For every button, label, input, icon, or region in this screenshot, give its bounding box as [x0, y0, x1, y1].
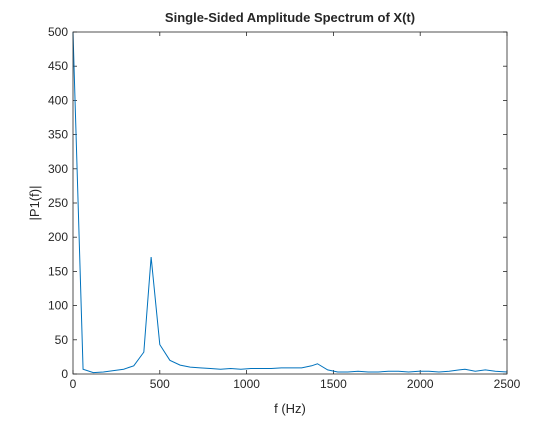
chart-title: Single-Sided Amplitude Spectrum of X(t) — [165, 10, 415, 25]
y-tick-label: 450 — [48, 59, 68, 73]
y-tick-label: 400 — [48, 93, 68, 107]
x-tick-label: 2500 — [494, 377, 521, 391]
y-tick-label: 100 — [48, 299, 68, 313]
y-tick-label: 300 — [48, 162, 68, 176]
y-tick-label: 0 — [61, 367, 68, 381]
y-axis-label: |P1(f)| — [27, 186, 42, 221]
plot-area — [73, 32, 507, 374]
x-tick-label: 1000 — [233, 377, 260, 391]
y-tick-label: 200 — [48, 230, 68, 244]
x-axis-label: f (Hz) — [274, 401, 306, 416]
y-tick-label: 350 — [48, 128, 68, 142]
y-tick-label: 250 — [48, 196, 68, 210]
y-tick-label: 150 — [48, 264, 68, 278]
x-tick-label: 0 — [70, 377, 77, 391]
ticks-layer: 0 500 1000 1500 2000 2500 0 50 100 150 200 250 300 35… — [48, 25, 521, 391]
axes-box — [72, 31, 508, 375]
y-tick-label: 50 — [55, 333, 69, 347]
x-tick-label: 1500 — [320, 377, 347, 391]
series-line — [72, 31, 508, 374]
x-tick-label: 2000 — [407, 377, 434, 391]
x-tick-label: 500 — [150, 377, 170, 391]
y-tick-label: 500 — [48, 25, 68, 39]
